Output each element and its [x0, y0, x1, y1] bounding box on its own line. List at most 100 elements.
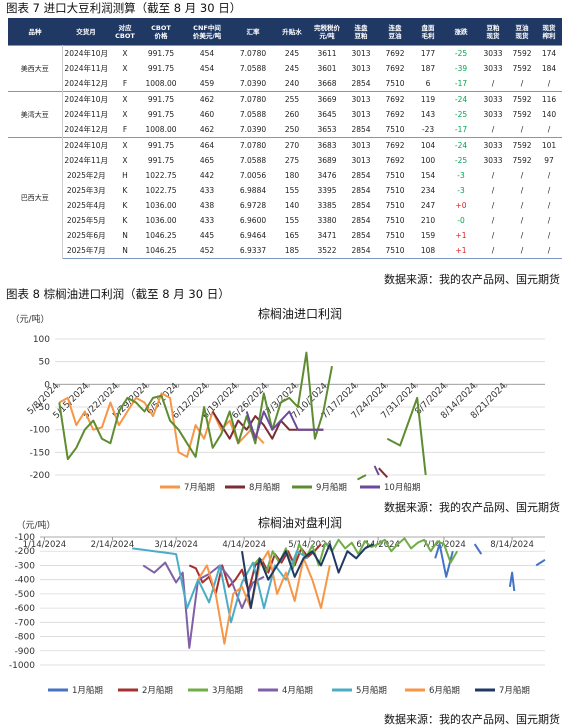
chart-title: 棕榈油对盘利润 — [258, 515, 342, 530]
table-cell: 3013 — [351, 64, 371, 73]
source: 数据来源：我的农产品网、国元期货 — [384, 273, 560, 286]
legend-label: 8月船期 — [249, 482, 280, 493]
y-tick-label: 0 — [44, 380, 50, 390]
header-cell: 完税税价 元/吨 — [310, 18, 344, 46]
table-cell: / — [491, 79, 495, 88]
legend-label: 3月船期 — [212, 685, 243, 696]
table-cell: 2025年5月 — [66, 216, 106, 225]
table-cell: 454 — [199, 64, 215, 73]
header-text: CNF中间 — [193, 23, 221, 32]
table-body: 美西大豆 2024年10月 X 991.75 454 7.0780 245 3611 3013 7… — [8, 45, 562, 259]
table-cell: 433 — [199, 186, 215, 195]
header-text: 对应 — [118, 23, 132, 32]
table-cell: -0 — [457, 216, 465, 225]
table-cell: 2024年10月 — [62, 137, 110, 153]
table-cell: 2024年11月 — [64, 156, 109, 165]
y-tick-label: -1000 — [9, 661, 35, 671]
table-cell: +0 — [455, 201, 467, 210]
table-cell: 3653 — [317, 125, 337, 134]
table-cell: 438 — [199, 201, 215, 210]
header-cell: 现货 榨利 — [536, 18, 562, 46]
soy-profit-table: 品种 交货月 对应 CBOT CBOT 价格 CNF中间 价美元/吨 汇率 升贴水 完税税价 元/吨连… — [8, 18, 562, 259]
table-row: 2025年5月 K 1036.00 433 6.9600 155 3380 2854 7510 2… — [8, 213, 562, 228]
series-line — [132, 547, 309, 624]
series-line — [197, 550, 331, 645]
table-cell: F — [122, 79, 128, 88]
table-cell: / — [520, 125, 524, 134]
table-cell: 3522 — [310, 243, 344, 259]
table-cell: 1036.00 — [145, 201, 177, 210]
header-cell: 交货月 — [62, 18, 110, 46]
series-line — [241, 543, 375, 610]
group-cell: 美西大豆 — [8, 45, 63, 92]
table-cell: -17 — [454, 79, 468, 88]
table-cell: 2854 — [351, 216, 371, 225]
table-cell: 3033 — [483, 156, 503, 165]
table-cell: 6.9600 — [239, 216, 267, 225]
table-cell: / — [520, 201, 524, 210]
header-cell: 豆粕 现货 — [478, 18, 508, 46]
table-cell: 275 — [284, 156, 300, 165]
table-cell: 6.9464 — [239, 231, 267, 240]
y-tick-label: 100 — [33, 335, 50, 345]
table-cell: 260 — [284, 110, 300, 119]
table-cell: N — [110, 243, 140, 259]
table-cell: / — [547, 231, 551, 240]
table-row: 巴西大豆 2024年10月 X 991.75 464 7.0780 270 3683 3013 7… — [8, 137, 562, 259]
table-cell: 247 — [420, 201, 436, 210]
table-cell: / — [491, 125, 495, 134]
table-row: 美西大豆 2024年10月 X 991.75 454 7.0780 245 3611 3013 7… — [8, 45, 562, 92]
table-cell: 442 — [199, 171, 215, 180]
table-cell: 459 — [199, 79, 215, 88]
table-cell: 433 — [199, 216, 215, 225]
source: 数据来源：我的农产品网、国元期货 — [384, 713, 560, 726]
header-text: 连盘 — [354, 23, 368, 32]
table-cell: -24 — [444, 137, 478, 153]
header-text: 连盘 — [388, 23, 402, 32]
table-cell: 185 — [274, 243, 310, 259]
source: 数据来源：我的农产品网、国元期货 — [384, 501, 560, 514]
table-row: 美湾大豆 2024年10月 X 991.75 462 7.0780 255 3669 3013 7… — [8, 91, 562, 138]
table-cell: 7.0390 — [239, 125, 267, 134]
table-cell: 3385 — [317, 201, 337, 210]
table-row: 2025年7月 N 1046.25 452 6.9337 185 3522 2854 7510 1… — [8, 243, 562, 259]
table-cell: / — [547, 79, 551, 88]
table-cell: 7.0588 — [239, 156, 267, 165]
table-cell: X — [122, 156, 128, 165]
header-text: 毛利 — [421, 31, 435, 40]
header-row: 品种 交货月 对应 CBOT CBOT 价格 CNF中间 价美元/吨 汇率 升贴水 完税税价 元/吨连… — [8, 18, 562, 46]
table-cell: 7.0780 — [232, 137, 274, 153]
table-cell: 3689 — [317, 156, 337, 165]
header-cell: 连盘 豆粕 — [344, 18, 378, 46]
header-text: 交货月 — [76, 27, 96, 36]
table-cell: 143 — [420, 110, 436, 119]
table-cell: -3 — [457, 171, 465, 180]
table-cell: 2025年6月 — [66, 231, 106, 240]
table-cell: 154 — [420, 171, 436, 180]
caption: 图表 7 进口大豆利润测算（截至 8 月 30 日） — [6, 1, 242, 15]
table-cell: 1008.00 — [145, 79, 177, 88]
y-tick-label: -400 — [15, 576, 36, 586]
table-cell: -25 — [454, 156, 468, 165]
chart: 棕榈油对盘利润 （元/吨） -100 -200 -300 -400 -500 -600 -700… — [9, 515, 546, 696]
table-cell: 3668 — [317, 79, 337, 88]
table-cell: 116 — [536, 91, 562, 107]
header-text: 现货 — [515, 31, 529, 40]
table-cell: 108 — [412, 243, 444, 259]
x-tick-label: 8/14/2024 — [490, 540, 534, 550]
table-cell: 270 — [274, 137, 310, 153]
y-tick-label: -200 — [30, 471, 51, 481]
table-cell: 465 — [199, 156, 215, 165]
table-cell: 7.0588 — [239, 64, 267, 73]
table-cell: / — [491, 231, 495, 240]
legend-label: 7月船期 — [184, 482, 215, 493]
table-row: 2024年11月 X 991.75 460 7.0588 260 3645 3013 7692 1… — [8, 107, 562, 122]
table-cell: 7692 — [385, 156, 405, 165]
series-line — [211, 410, 389, 478]
table-cell: 7692 — [378, 137, 412, 153]
legend-label: 7月船期 — [499, 685, 530, 696]
table-cell: / — [547, 201, 551, 210]
table-cell: 1046.25 — [140, 243, 182, 259]
table-cell: -17 — [454, 125, 468, 134]
table-cell: N — [122, 231, 128, 240]
